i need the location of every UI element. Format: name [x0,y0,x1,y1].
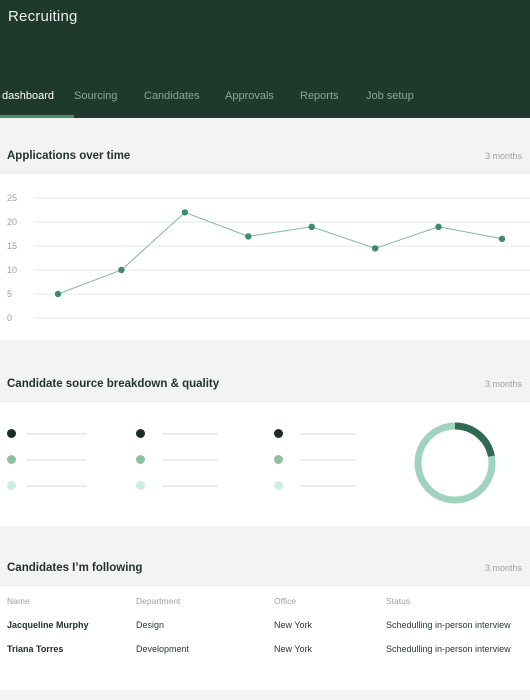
following-panel-title: Candidates I’m following [7,561,143,574]
data-point [371,245,379,252]
data-point [308,223,315,230]
source-panel-title: Candidate source breakdown & quality [7,377,220,390]
y-tick-label: 25 [7,193,17,203]
tab-approvals[interactable]: Approvals [225,90,274,102]
legend-column-3 [274,427,384,505]
applications-line-chart: 0 5 10 15 20 25 [7,193,530,323]
legend-placeholder-bar [27,433,87,435]
column-header-office[interactable]: Office [274,596,297,606]
candidate-department: Design [136,620,165,630]
legend-dot [136,429,145,438]
tab-dashboard[interactable]: dashboard [0,86,74,118]
legend-dot [274,429,283,438]
tab-reports[interactable]: Reports [300,90,339,102]
legend-placeholder-bar [27,485,87,487]
column-header-name[interactable]: Name [7,596,30,606]
following-panel-header: Candidates I’m following 3 months [0,550,530,586]
table-row[interactable]: Triana Torres Development New York Sched… [0,644,530,668]
legend-dot [7,429,16,438]
legend-row [136,453,246,479]
legend-row [7,427,117,453]
candidate-office: New York [274,620,313,630]
legend-dot [7,481,16,490]
y-tick-label: 20 [7,217,17,227]
legend-placeholder-bar [162,485,218,487]
candidate-name[interactable]: Triana Torres [7,644,64,654]
data-point [118,266,125,274]
applications-panel: Applications over time 3 months 0 5 10 15 20… [0,138,530,340]
source-quality-donut [414,422,496,504]
legend-row [274,479,384,505]
legend-dot [136,455,145,464]
data-point [245,233,252,240]
legend-dot [274,481,283,490]
legend-placeholder-bar [300,485,356,487]
candidate-status: Schedulling in-person interview [386,644,511,654]
candidate-name[interactable]: Jacqueline Murphy [7,620,89,630]
legend-row [136,427,246,453]
donut-segment [414,422,496,504]
app-title: Recruiting [8,8,78,25]
data-point [435,223,442,230]
legend-row [7,453,117,479]
candidate-status: Schedulling in-person interview [386,620,511,630]
series-line [57,211,503,295]
legend-dot [7,455,16,464]
following-range-selector[interactable]: 3 months [484,562,522,573]
candidate-office: New York [274,644,313,654]
legend-row [136,479,246,505]
following-panel: Candidates I’m following 3 months Name D… [0,550,530,690]
legend-dot [136,481,145,490]
y-tick-label: 5 [7,289,12,299]
tab-job-setup[interactable]: Job setup [366,90,414,102]
applications-panel-title: Applications over time [7,149,131,162]
legend-column-1 [7,427,117,505]
y-tick-label: 15 [7,241,17,251]
legend-placeholder-bar [27,459,87,461]
legend-placeholder-bar [300,433,356,435]
y-tick-label: 0 [7,313,12,323]
following-table: Name Department Office Status Jacqueline… [0,596,530,668]
tab-sourcing[interactable]: Sourcing [74,90,118,102]
y-tick-label: 10 [7,265,17,275]
data-point [498,235,506,242]
applications-range-selector[interactable]: 3 months [484,150,522,161]
candidate-department: Development [136,644,190,654]
legend-dot [274,455,283,464]
legend-row [7,479,117,505]
legend-row [274,427,384,453]
source-range-selector[interactable]: 3 months [484,378,522,389]
column-header-status[interactable]: Status [386,596,411,606]
table-header-row: Name Department Office Status [0,596,530,620]
legend-row [274,453,384,479]
table-row[interactable]: Jacqueline Murphy Design New York Schedu… [0,620,530,644]
legend-placeholder-bar [300,459,356,461]
app-header: Recruiting dashboard Sourcing Candidates… [0,0,530,118]
legend-column-2 [136,427,246,505]
legend-placeholder-bar [162,433,218,435]
legend-placeholder-bar [162,459,218,461]
applications-panel-header: Applications over time 3 months [0,138,530,174]
data-point [181,209,189,216]
data-point [54,290,62,298]
source-panel-header: Candidate source breakdown & quality 3 m… [0,366,530,402]
tab-candidates[interactable]: Candidates [144,90,200,102]
column-header-department[interactable]: Department [136,596,181,606]
main-nav: dashboard Sourcing Candidates Approvals … [0,86,436,118]
source-breakdown-panel: Candidate source breakdown & quality 3 m… [0,366,530,526]
